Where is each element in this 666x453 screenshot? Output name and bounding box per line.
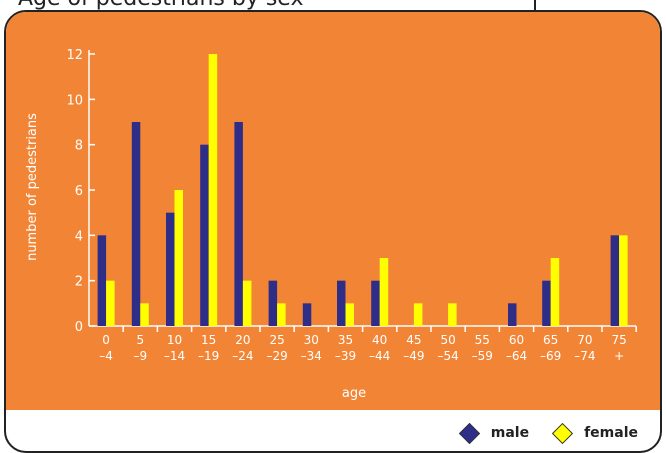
bar-female <box>619 235 628 326</box>
chart-marks: 0 2 4 6 8 10 12 0 –4 5 –9 10 –14 15 –19 20 –24 25 –29 30 –34… <box>66 48 637 363</box>
x-tick-label: 65 <box>543 333 558 347</box>
y-tick-label: 8 <box>75 139 83 154</box>
x-tick-label: 15 <box>201 333 216 347</box>
chart-frame: number of pedestrians age 0 2 4 6 8 10 12 0 –4 5 –… <box>4 10 662 453</box>
x-tick-label-range: –29 <box>266 349 287 363</box>
bar-male <box>542 280 551 326</box>
bar-chart: number of pedestrians age 0 2 4 6 8 10 12 0 –4 5 –… <box>6 12 660 410</box>
bar-female <box>140 303 149 326</box>
x-tick-label: 5 <box>136 333 144 347</box>
x-tick-label-range: –19 <box>198 349 219 363</box>
bar-male <box>200 144 209 326</box>
plot-background <box>6 12 660 410</box>
x-tick-label-range: –54 <box>437 349 458 363</box>
x-tick-label: 10 <box>167 333 182 347</box>
bar-female <box>242 280 252 326</box>
chart-title: Age of pedestrians by sex <box>18 0 303 11</box>
x-tick-label-range: –64 <box>506 349 527 363</box>
y-tick-label: 6 <box>75 184 83 199</box>
legend-label-female: female <box>584 425 638 441</box>
bar-female <box>345 303 354 326</box>
x-tick-label-range: –39 <box>335 349 356 363</box>
y-tick-label: 0 <box>75 320 83 335</box>
x-tick-label: 50 <box>440 333 455 347</box>
bar-male <box>610 235 620 326</box>
bar-female <box>174 190 183 326</box>
y-tick-label: 10 <box>66 93 83 108</box>
bar-male <box>97 235 107 326</box>
x-tick-label: 70 <box>577 333 592 347</box>
bar-female <box>448 303 457 326</box>
x-tick-label-range: –59 <box>472 349 493 363</box>
x-tick-label-range: –44 <box>369 349 390 363</box>
y-axis-title: number of pedestrians <box>25 113 40 261</box>
bar-male <box>371 280 380 326</box>
bar-male <box>268 280 278 326</box>
x-tick-label: 40 <box>372 333 387 347</box>
bar-female <box>379 258 389 326</box>
bar-female <box>413 303 423 326</box>
x-tick-label: 75 <box>611 333 626 347</box>
x-tick-label-range: + <box>614 349 624 363</box>
bar-female <box>208 54 218 326</box>
x-axis-title: age <box>342 386 366 401</box>
bar-male <box>337 280 346 326</box>
x-tick-label: 30 <box>304 333 319 347</box>
male-swatch-icon <box>458 422 480 444</box>
x-tick-label-range: –14 <box>164 349 185 363</box>
y-tick-label: 2 <box>75 275 83 290</box>
legend-item-female: female <box>551 422 638 444</box>
x-tick-label-range: –74 <box>574 349 595 363</box>
bar-female <box>277 303 286 326</box>
x-tick-label-range: –34 <box>301 349 322 363</box>
bar-female <box>106 280 115 326</box>
female-swatch-icon <box>551 422 574 444</box>
y-tick-label: 4 <box>75 229 83 244</box>
x-tick-label-range: –69 <box>540 349 561 363</box>
x-tick-label: 60 <box>509 333 524 347</box>
x-tick-label: 55 <box>475 333 490 347</box>
x-tick-label-range: –49 <box>403 349 424 363</box>
x-tick-label: 25 <box>269 333 284 347</box>
legend: male female <box>436 422 638 444</box>
x-tick-label-range: –24 <box>232 349 253 363</box>
x-tick-label: 35 <box>338 333 353 347</box>
bar-male <box>508 303 517 326</box>
bar-male <box>302 303 312 326</box>
top-strip: Age of pedestrians by sex <box>0 0 666 12</box>
legend-label-male: male <box>490 425 530 441</box>
x-tick-label: 0 <box>102 333 110 347</box>
x-tick-label-range: –9 <box>133 349 147 363</box>
x-tick-label: 45 <box>406 333 421 347</box>
y-tick-label: 12 <box>66 48 83 63</box>
x-tick-label-range: –4 <box>99 349 113 363</box>
bar-female <box>550 258 560 326</box>
legend-item-male: male <box>458 422 530 444</box>
bar-male <box>234 122 243 326</box>
top-divider <box>534 0 536 12</box>
x-tick-label: 20 <box>235 333 250 347</box>
bar-male <box>166 212 175 326</box>
bar-male <box>131 122 141 326</box>
